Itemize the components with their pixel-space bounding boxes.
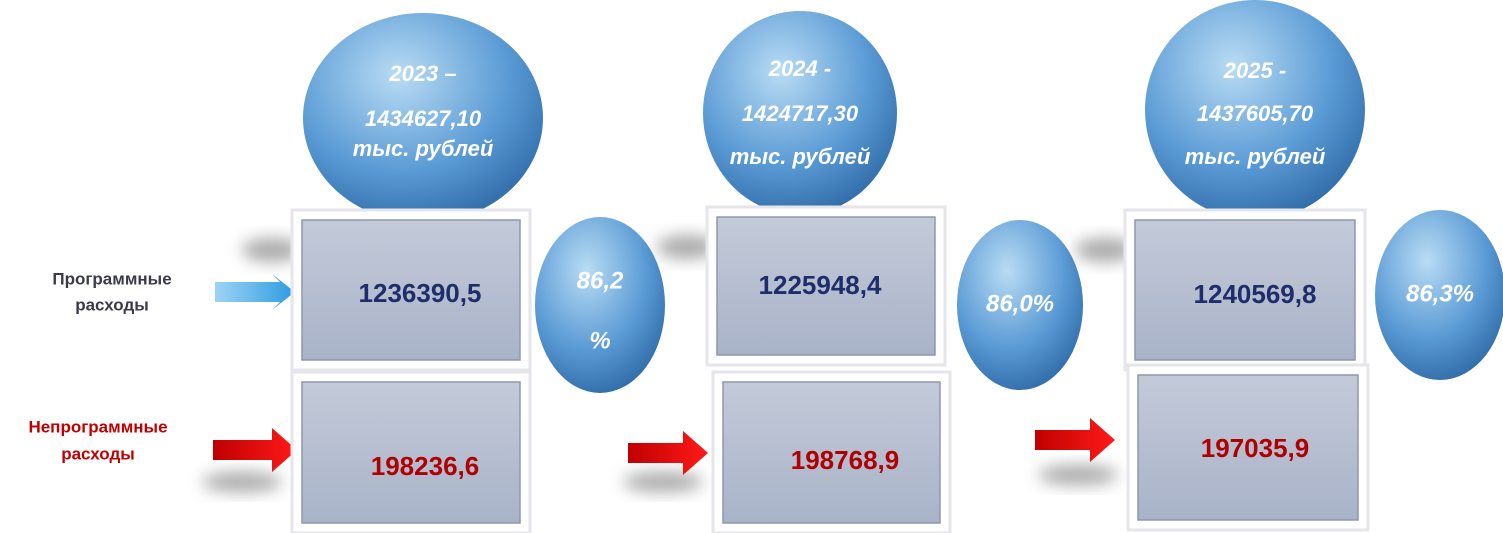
share-text: % [589,327,610,354]
program-value: 1240569,8 [1194,279,1317,309]
year-text: тыс. рублей [1185,144,1326,169]
year-text: тыс. рублей [730,144,871,169]
year-circle [703,11,897,215]
nonprogram-value: 198768,9 [791,445,899,475]
shadow [202,472,282,492]
program-label: расходы [75,295,149,314]
year-text: 2024 - [768,56,831,81]
shadow [1075,238,1135,262]
program-value: 1236390,5 [359,278,482,308]
nonprogram-value: 197035,9 [1201,433,1309,463]
year-text: 2025 - [1223,58,1286,83]
year-text: 1437605,70 [1197,101,1314,126]
nonprogram-box-face [1137,374,1359,521]
year-circle [303,13,543,223]
shadow [623,472,703,492]
share-text: 86,3% [1406,280,1474,307]
share-circle [535,217,665,393]
share-circle [1375,210,1503,380]
shadow [242,238,302,262]
nonprogram-box-face [301,381,521,524]
nonprogram-arrow [213,428,297,472]
row-labels: Программные расходы Непрограммные расход… [28,269,297,472]
share-text: 86,0% [986,290,1054,317]
year-text: тыс. рублей [353,136,494,161]
share-text: 86,2 [577,267,624,294]
year-circle [1145,0,1365,220]
program-value: 1225948,4 [759,270,882,300]
year-text: 2023 – [388,61,456,86]
shadow [1038,465,1118,485]
nonprogram-label: Непрограммные [28,417,167,436]
program-box-face [1134,219,1356,361]
year-text: 1424717,30 [742,101,859,126]
program-box-face [301,219,521,361]
program-arrow [215,274,295,310]
nonprogram-arrow [1035,418,1115,462]
nonprogram-value: 198236,6 [371,451,479,481]
shadow [657,235,717,259]
nonprogram-label: расходы [61,444,135,463]
share-circle [957,220,1083,390]
nonprogram-box-face [722,381,941,524]
program-box-face [716,216,936,356]
nonprogram-arrow [628,431,708,475]
program-label: Программные [52,269,171,288]
year-text: 1434627,10 [365,106,482,131]
